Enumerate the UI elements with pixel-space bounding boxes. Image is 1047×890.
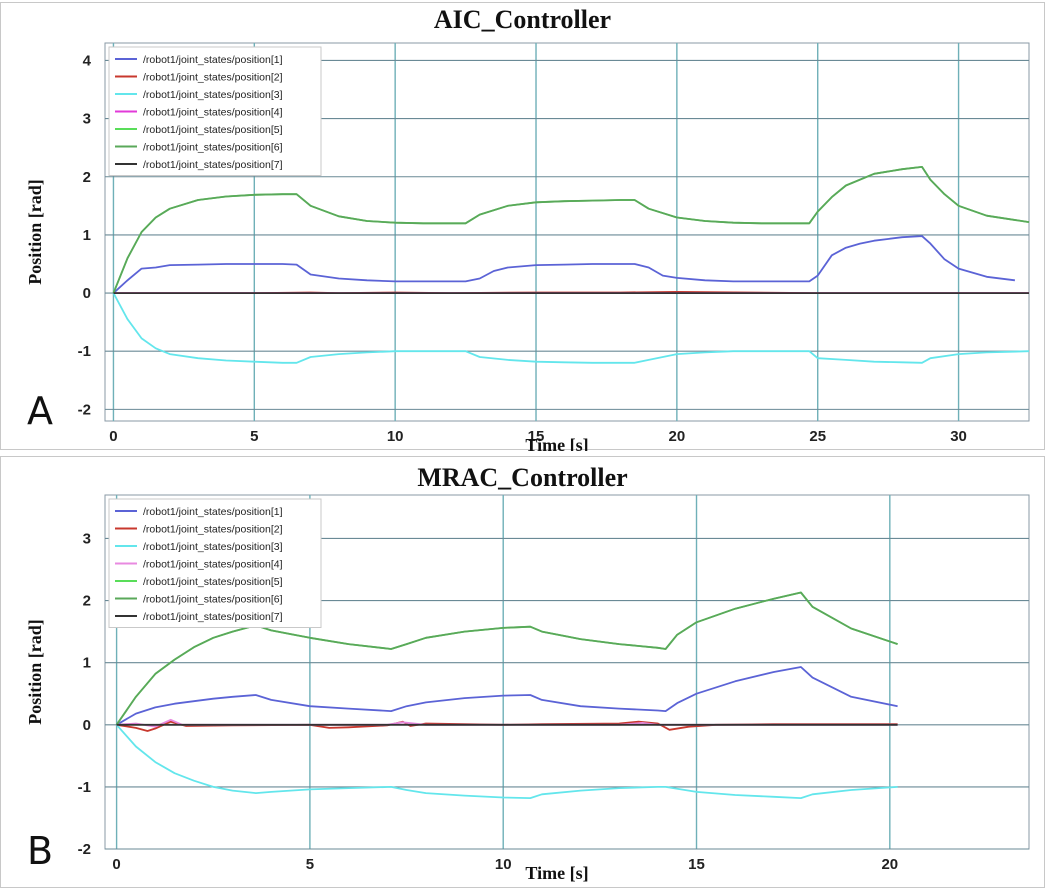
- legend-entry: /robot1/joint_states/position[7]: [143, 159, 283, 171]
- y-tick-label: 2: [83, 593, 91, 610]
- x-axis-label: Time [s]: [525, 435, 588, 451]
- y-axis-label: Position [rad]: [25, 179, 45, 285]
- series-line-1: [112, 235, 1016, 294]
- series-line-1: [116, 666, 898, 726]
- y-tick-label: -1: [78, 779, 91, 796]
- y-tick-label: -1: [78, 343, 91, 360]
- y-tick-label: 0: [83, 717, 91, 734]
- series-line-6: [112, 165, 1030, 294]
- x-tick-label: 25: [809, 428, 826, 445]
- panel-label: B: [27, 829, 54, 873]
- legend: [108, 498, 322, 628]
- x-tick-label: 15: [688, 856, 705, 873]
- legend-entry: /robot1/joint_states/position[4]: [143, 107, 283, 119]
- x-tick-label: 15: [528, 428, 545, 445]
- x-tick-label: 0: [112, 856, 120, 873]
- legend-entry: /robot1/joint_states/position[7]: [143, 611, 283, 623]
- chart-b-svg: 0 5 10 15 20 -2 -1 0 1 2 3/robot1/joint_states/pos…: [25, 494, 1030, 883]
- series-line-2: [116, 720, 898, 732]
- legend-entry: /robot1/joint_states/position[3]: [143, 541, 283, 553]
- panel-label: A: [27, 389, 53, 433]
- x-tick-label: 20: [881, 856, 898, 873]
- legend-entry: /robot1/joint_states/position[1]: [143, 54, 283, 66]
- y-tick-label: 1: [83, 655, 91, 672]
- x-tick-label: 10: [387, 428, 404, 445]
- x-tick-label: 10: [495, 856, 512, 873]
- legend-entry: /robot1/joint_states/position[3]: [143, 89, 283, 101]
- series-line-3: [115, 724, 898, 800]
- x-axis-label: Time [s]: [525, 863, 588, 883]
- legend-entry: /robot1/joint_states/position[2]: [143, 72, 283, 84]
- legend-entry: /robot1/joint_states/position[2]: [143, 524, 283, 536]
- x-tick-label: 5: [306, 856, 314, 873]
- x-tick-label: 0: [109, 428, 117, 445]
- legend-entry: /robot1/joint_states/position[5]: [143, 576, 283, 588]
- x-tick-label: 20: [669, 428, 686, 445]
- legend: [108, 46, 322, 176]
- legend-entry: /robot1/joint_states/position[5]: [143, 124, 283, 136]
- chart-panel-a: AIC_Controller 0 5 10 15 20 25 30 -2 -1 0 1 2 3 4/rob…: [0, 2, 1045, 451]
- legend-entry: /robot1/joint_states/position[4]: [143, 559, 283, 571]
- y-tick-label: 3: [83, 111, 91, 128]
- y-axis-label: Position [rad]: [25, 619, 45, 725]
- y-tick-label: 1: [83, 227, 91, 244]
- y-tick-label: 4: [83, 52, 92, 69]
- legend-entry: /robot1/joint_states/position[6]: [143, 594, 283, 606]
- chart-title: AIC_Controller: [433, 5, 612, 34]
- chart-title: MRAC_Controller: [417, 463, 628, 492]
- x-tick-label: 30: [950, 428, 967, 445]
- y-tick-label: 0: [83, 285, 91, 302]
- y-tick-label: 3: [83, 530, 91, 547]
- y-tick-label: 2: [83, 169, 91, 186]
- y-tick-label: -2: [78, 401, 91, 418]
- chart-panel-b: MRAC_Controller 0 5 10 15 20 -2 -1 0 1 2 3/robot1/…: [0, 456, 1045, 888]
- series-line-3: [112, 292, 1030, 364]
- chart-a-svg: 0 5 10 15 20 25 30 -2 -1 0 1 2 3 4/robot1/joint_state…: [25, 42, 1030, 451]
- x-tick-label: 5: [250, 428, 258, 445]
- legend-entry: /robot1/joint_states/position[1]: [143, 506, 283, 518]
- y-tick-label: -2: [78, 841, 91, 858]
- series-line-6: [115, 591, 898, 726]
- legend-entry: /robot1/joint_states/position[6]: [143, 142, 283, 154]
